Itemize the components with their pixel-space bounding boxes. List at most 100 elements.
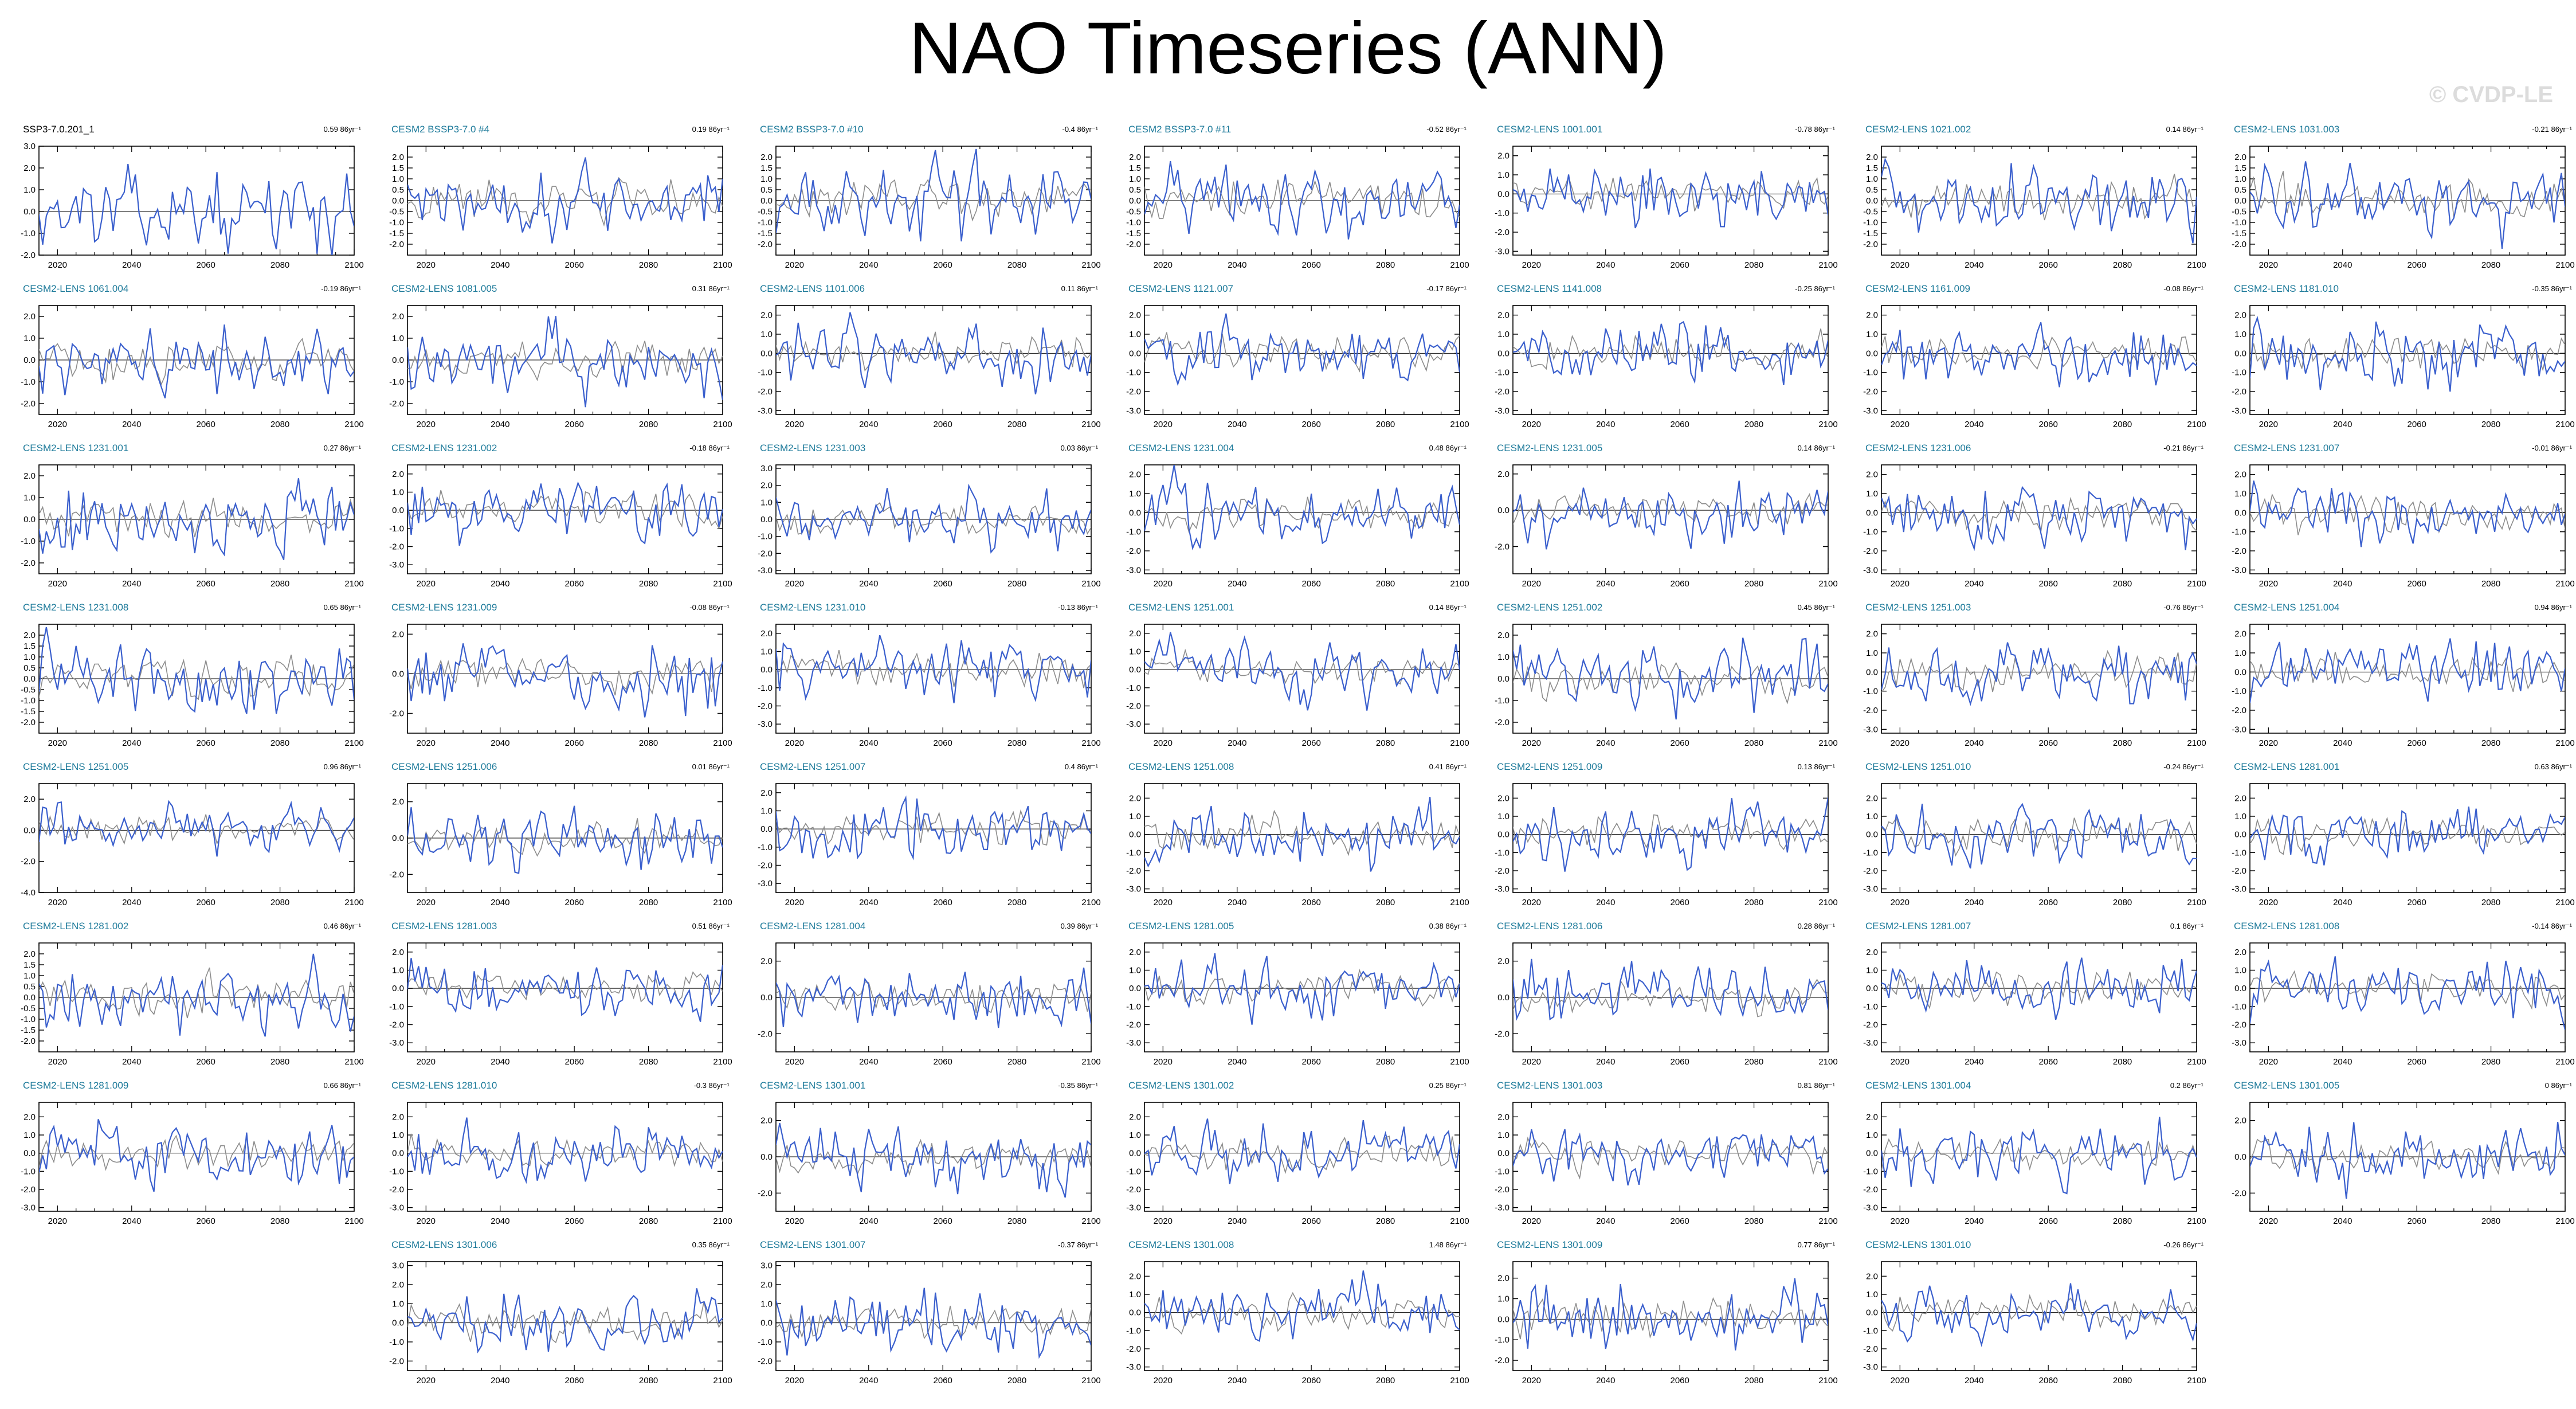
x-tick-label: 2100 [2555, 579, 2574, 589]
y-tick-label: -1.0 [1863, 848, 1878, 858]
x-tick-label: 2060 [2038, 420, 2057, 429]
x-tick-label: 2080 [1376, 898, 1395, 907]
member-nao-line [1144, 313, 1460, 386]
y-tick-label: 1.5 [2234, 163, 2246, 173]
y-tick-label: 2.0 [392, 469, 404, 479]
panel-trend-label: 0.14 86yr⁻¹ [2166, 125, 2203, 134]
nao-panel: CESM2-LENS 1251.006 0.01 86yr⁻¹ 2.0 0.0 -2.0… [380, 761, 735, 915]
nao-panel: CESM2-LENS 1181.010 -0.35 86yr⁻¹ 2.0 1.0 0.0… [2222, 283, 2576, 437]
x-tick-label: 2100 [713, 260, 732, 270]
x-tick-label: 2040 [1228, 738, 1246, 748]
panel-trend-label: 0.38 86yr⁻¹ [1429, 922, 1467, 930]
y-tick-label: -2.0 [2232, 1188, 2246, 1198]
y-tick-label: -1.0 [1126, 1002, 1141, 1012]
y-tick-label: 1.5 [1129, 163, 1141, 173]
y-tick-label: -2.0 [1126, 1020, 1141, 1030]
plot-frame [1881, 624, 2197, 734]
y-tick-label: 2.0 [1866, 470, 1878, 480]
nao-panel: CESM2-LENS 1231.001 0.27 86yr⁻¹ 2.0 1.0 0.0 -… [11, 442, 367, 597]
y-tick-label: 0.0 [23, 1149, 36, 1158]
y-tick-label: 2.0 [760, 311, 773, 320]
x-tick-label: 2100 [1081, 579, 1100, 589]
x-tick-label: 2020 [785, 1057, 804, 1067]
y-tick-label: 1.5 [392, 163, 404, 173]
x-tick-label: 2040 [859, 898, 878, 907]
nao-panel: CESM2-LENS 1281.007 0.1 86yr⁻¹ 2.0 1.0 0.0 -1… [1854, 920, 2209, 1075]
x-tick-label: 2060 [1301, 898, 1320, 907]
plot-frame [775, 305, 1092, 415]
x-tick-label: 2060 [1670, 260, 1689, 270]
y-tick-label: 1.5 [23, 960, 36, 970]
y-tick-label: 0.0 [1866, 508, 1878, 518]
y-tick-label: 0.0 [392, 1318, 404, 1328]
member-nao-line [1881, 803, 2197, 869]
nao-panel: CESM2-LENS 1301.009 0.77 86yr⁻¹ 2.0 1.0 0.0 -… [1485, 1239, 1841, 1394]
panel-title: CESM2-LENS 1301.001 [760, 1080, 866, 1091]
y-tick-label: -0.5 [1863, 207, 1878, 217]
x-tick-label: 2060 [564, 1057, 583, 1067]
y-tick-label: 0.0 [760, 1318, 773, 1328]
member-nao-line [776, 1122, 1091, 1198]
x-tick-label: 2060 [1301, 260, 1320, 270]
panel-title: CESM2-LENS 1301.005 [2234, 1080, 2340, 1091]
x-tick-label: 2020 [417, 898, 436, 907]
ensemble-mean-line [1144, 648, 1460, 685]
y-tick-label: -0.5 [1126, 207, 1141, 217]
y-tick-label: -1.0 [389, 524, 404, 534]
panel-trend-label: 0.11 86yr⁻¹ [1061, 284, 1098, 293]
ensemble-mean-line [776, 331, 1091, 372]
x-tick-label: 2040 [1228, 898, 1246, 907]
x-tick-label: 2040 [491, 1216, 509, 1226]
x-tick-label: 2040 [1596, 898, 1615, 907]
y-tick-label: 1.0 [2234, 966, 2246, 976]
y-tick-label: 1.0 [760, 1299, 773, 1309]
member-nao-line [1513, 320, 1828, 386]
y-tick-label: -2.0 [2232, 546, 2246, 556]
y-tick-label: -2.0 [1126, 1344, 1141, 1354]
y-tick-label: 1.0 [760, 174, 773, 184]
x-tick-label: 2040 [491, 1057, 509, 1067]
y-tick-label: -1.5 [2232, 229, 2246, 238]
panel-title: CESM2-LENS 1031.003 [2234, 124, 2340, 135]
x-tick-label: 2060 [2407, 898, 2426, 907]
panel-title: CESM2-LENS 1141.008 [1497, 283, 1602, 294]
x-tick-label: 2060 [1670, 420, 1689, 429]
member-nao-line [39, 627, 354, 714]
x-tick-label: 2040 [122, 579, 141, 589]
x-tick-label: 2100 [713, 738, 732, 748]
y-tick-label: 0.5 [760, 185, 773, 195]
panel-trend-label: 0.94 86yr⁻¹ [2534, 603, 2572, 612]
member-nao-line [39, 478, 354, 560]
y-tick-label: 2.0 [2234, 629, 2246, 639]
y-tick-label: -3.0 [1863, 884, 1878, 894]
nao-panel: CESM2-LENS 1231.007 -0.01 86yr⁻¹ 2.0 1.0 0.0… [2222, 442, 2576, 597]
x-tick-label: 2020 [417, 420, 436, 429]
panel-trend-label: 0.39 86yr⁻¹ [1060, 922, 1098, 930]
y-tick-label: -2.0 [21, 718, 36, 727]
x-tick-label: 2080 [2113, 579, 2132, 589]
y-tick-label: -1.0 [758, 843, 773, 852]
nao-panel: CESM2-LENS 1231.004 0.48 86yr⁻¹ 2.0 1.0 0.0 -… [1117, 442, 1472, 597]
y-tick-label: -1.0 [1863, 1167, 1878, 1176]
y-tick-label: -1.0 [2232, 848, 2246, 858]
x-tick-label: 2020 [1154, 738, 1173, 748]
y-tick-label: 0.0 [2234, 1152, 2246, 1162]
y-tick-label: 2.0 [392, 629, 404, 639]
panel-title: CESM2-LENS 1231.008 [23, 602, 129, 613]
y-tick-label: 2.0 [1866, 629, 1878, 639]
member-nao-line [407, 316, 723, 408]
panel-title: CESM2-LENS 1301.010 [1865, 1239, 1971, 1250]
y-tick-label: 2.0 [760, 481, 773, 491]
x-tick-label: 2100 [1818, 1216, 1837, 1226]
panel-title: CESM2-LENS 1281.001 [2234, 761, 2340, 772]
y-tick-label: 1.0 [23, 334, 36, 343]
nao-panel: CESM2-LENS 1161.009 -0.08 86yr⁻¹ 2.0 1.0 0.0… [1854, 283, 2209, 437]
panel-title: CESM2-LENS 1061.004 [23, 283, 129, 294]
y-tick-label: 2.0 [1497, 957, 1509, 966]
panel-plot: 2.0 1.0 0.0 -1.0 -2.0 -3.0 2020 2040 2060 2080 210… [2232, 464, 2575, 589]
ensemble-mean-line [776, 981, 1091, 1013]
y-tick-label: 2.0 [2234, 948, 2246, 957]
